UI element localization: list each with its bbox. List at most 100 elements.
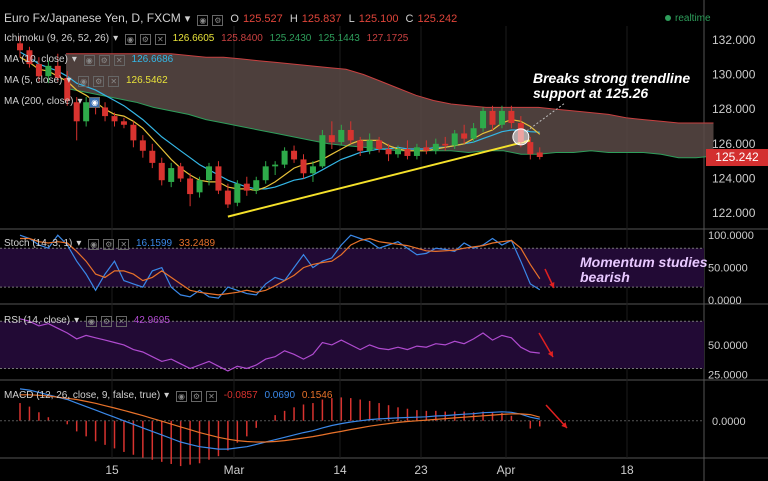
- chevron-down-icon[interactable]: ▾: [184, 13, 191, 25]
- axes: 122.000 124.000 126.000 128.000 130.000 132.0…: [105, 33, 755, 477]
- candle-body: [376, 140, 383, 150]
- open-value: 125.527: [242, 13, 283, 25]
- close-icon[interactable]: ✕: [205, 391, 217, 402]
- cloud-fill: [66, 53, 714, 158]
- x-tick-label: 14: [333, 463, 347, 477]
- eye-icon[interactable]: ◉: [175, 391, 187, 402]
- oscillator-backgrounds: [0, 247, 704, 370]
- candle-body: [366, 140, 373, 151]
- stoch-legend: Stoch (14, 3, 1) ▾ ◉ ⚙ ✕ 16.1599 33.2489: [4, 238, 219, 250]
- realtime-dot-icon: [665, 15, 671, 21]
- ichimoku-label[interactable]: Ichimoku (9, 26, 52, 26): [4, 33, 110, 44]
- chevron-down-icon[interactable]: ▾: [164, 390, 170, 401]
- rsi-tick-label: 25.0000: [708, 369, 748, 381]
- candle-body: [338, 129, 345, 143]
- eye-icon[interactable]: ◉: [88, 239, 100, 250]
- x-tick-label: 18: [620, 463, 634, 477]
- macd-panel: [0, 388, 704, 467]
- macd-legend: MACD (12, 26, close, 9, false, true) ▾ ◉ ⚙…: [4, 390, 336, 402]
- symbol-title[interactable]: Euro Fx/Japanese Yen, D, FXCM: [4, 11, 181, 25]
- candle-body: [139, 140, 146, 151]
- candle-body: [470, 128, 477, 139]
- ma5-value: 126.5462: [125, 75, 168, 86]
- stoch-tick-label: 100.0000: [708, 230, 754, 242]
- eye-icon[interactable]: ◉: [85, 316, 97, 327]
- stoch-d-line: [20, 237, 541, 296]
- candle-body: [300, 159, 307, 174]
- candle-body: [347, 129, 354, 141]
- candle-body: [224, 190, 231, 205]
- candle-body: [328, 135, 335, 143]
- close-icon[interactable]: ✕: [118, 239, 130, 250]
- candle-body: [357, 140, 364, 151]
- eye-icon[interactable]: ◉: [197, 15, 209, 26]
- candle-body: [527, 142, 534, 155]
- eye-icon[interactable]: ◉: [124, 34, 136, 45]
- price-tick-label: 122.000: [712, 206, 756, 220]
- ma10-label[interactable]: MA (10, close): [4, 54, 68, 65]
- chart-header: Euro Fx/Japanese Yen, D, FXCM ▾ ◉ ⚙ O 125.5…: [4, 11, 461, 26]
- close-value: 125.242: [417, 13, 458, 25]
- candle-body: [187, 178, 194, 195]
- momentum-annotation-line2: bearish: [580, 269, 630, 285]
- close-icon[interactable]: ✕: [108, 76, 120, 87]
- rsi-label[interactable]: RSI (14, close): [4, 315, 71, 326]
- settings-icon[interactable]: ⚙: [103, 239, 115, 250]
- candle-body: [442, 143, 449, 146]
- candle-body: [177, 166, 184, 179]
- candle-body: [385, 149, 392, 155]
- macd-hist-value: -0.0857: [223, 390, 258, 401]
- close-icon[interactable]: ✕: [113, 55, 125, 66]
- rsi-line: [19, 318, 540, 372]
- settings-icon[interactable]: ⚙: [100, 316, 112, 327]
- candle-body: [149, 150, 156, 163]
- price-tick-label: 126.000: [712, 137, 756, 151]
- candle-body: [451, 133, 458, 146]
- macd-label[interactable]: MACD (12, 26, close, 9, false, true): [4, 390, 161, 401]
- low-value: 125.100: [358, 13, 399, 25]
- candle-body: [432, 143, 439, 151]
- candle-body: [17, 43, 23, 51]
- chevron-down-icon[interactable]: ▾: [74, 315, 80, 326]
- settings-icon[interactable]: ⚙: [190, 391, 202, 402]
- ichimoku-v2: 125.8400: [221, 33, 263, 44]
- candle-body: [35, 64, 42, 77]
- candle-body: [26, 50, 33, 65]
- chevron-down-icon[interactable]: ▾: [113, 33, 119, 44]
- chevron-down-icon[interactable]: ▾: [76, 238, 82, 249]
- settings-icon[interactable]: ⚙: [98, 55, 110, 66]
- macd-tick-label: 0.0000: [712, 416, 746, 428]
- stoch-k-value: 16.1599: [135, 238, 173, 249]
- settings-icon[interactable]: ⚙: [93, 76, 105, 87]
- cloud-upper-line: [66, 53, 714, 124]
- close-icon[interactable]: ✕: [115, 316, 127, 327]
- stoch-label[interactable]: Stoch (14, 3, 1): [4, 238, 73, 249]
- stoch-tick-label: 0.0000: [708, 295, 742, 307]
- candle-body: [64, 77, 71, 101]
- rsi-panel: [19, 318, 540, 372]
- settings-icon[interactable]: ⚙: [139, 34, 151, 45]
- eye-icon[interactable]: ◉: [83, 55, 95, 66]
- ma200-label[interactable]: MA (200, close): [4, 96, 74, 107]
- x-tick-label: Apr: [497, 463, 516, 477]
- chevron-down-icon[interactable]: ▾: [66, 75, 72, 86]
- chevron-down-icon[interactable]: ▾: [77, 96, 83, 107]
- chevron-down-icon[interactable]: ▾: [71, 54, 77, 65]
- candle-body: [168, 168, 175, 182]
- realtime-label: realtime: [675, 13, 711, 24]
- trendline-annotation-line2: support at 125.26: [533, 85, 649, 101]
- candle-body: [54, 65, 61, 78]
- settings-icon[interactable]: ⚙: [212, 15, 224, 26]
- stoch-tick-label: 50.0000: [708, 263, 748, 275]
- ma5-label[interactable]: MA (5, close): [4, 75, 63, 86]
- x-tick-label: 23: [414, 463, 428, 477]
- stoch-k-line: [19, 234, 541, 299]
- candle-body: [309, 166, 316, 174]
- candle-body: [234, 183, 241, 203]
- ma5-legend: MA (5, close) ▾ ◉ ⚙ ✕ 126.5462: [4, 75, 172, 87]
- eye-icon[interactable]: ◉: [78, 76, 90, 87]
- eye-icon[interactable]: ◉: [89, 97, 101, 108]
- close-icon[interactable]: ✕: [154, 34, 166, 45]
- candle-body: [508, 110, 515, 124]
